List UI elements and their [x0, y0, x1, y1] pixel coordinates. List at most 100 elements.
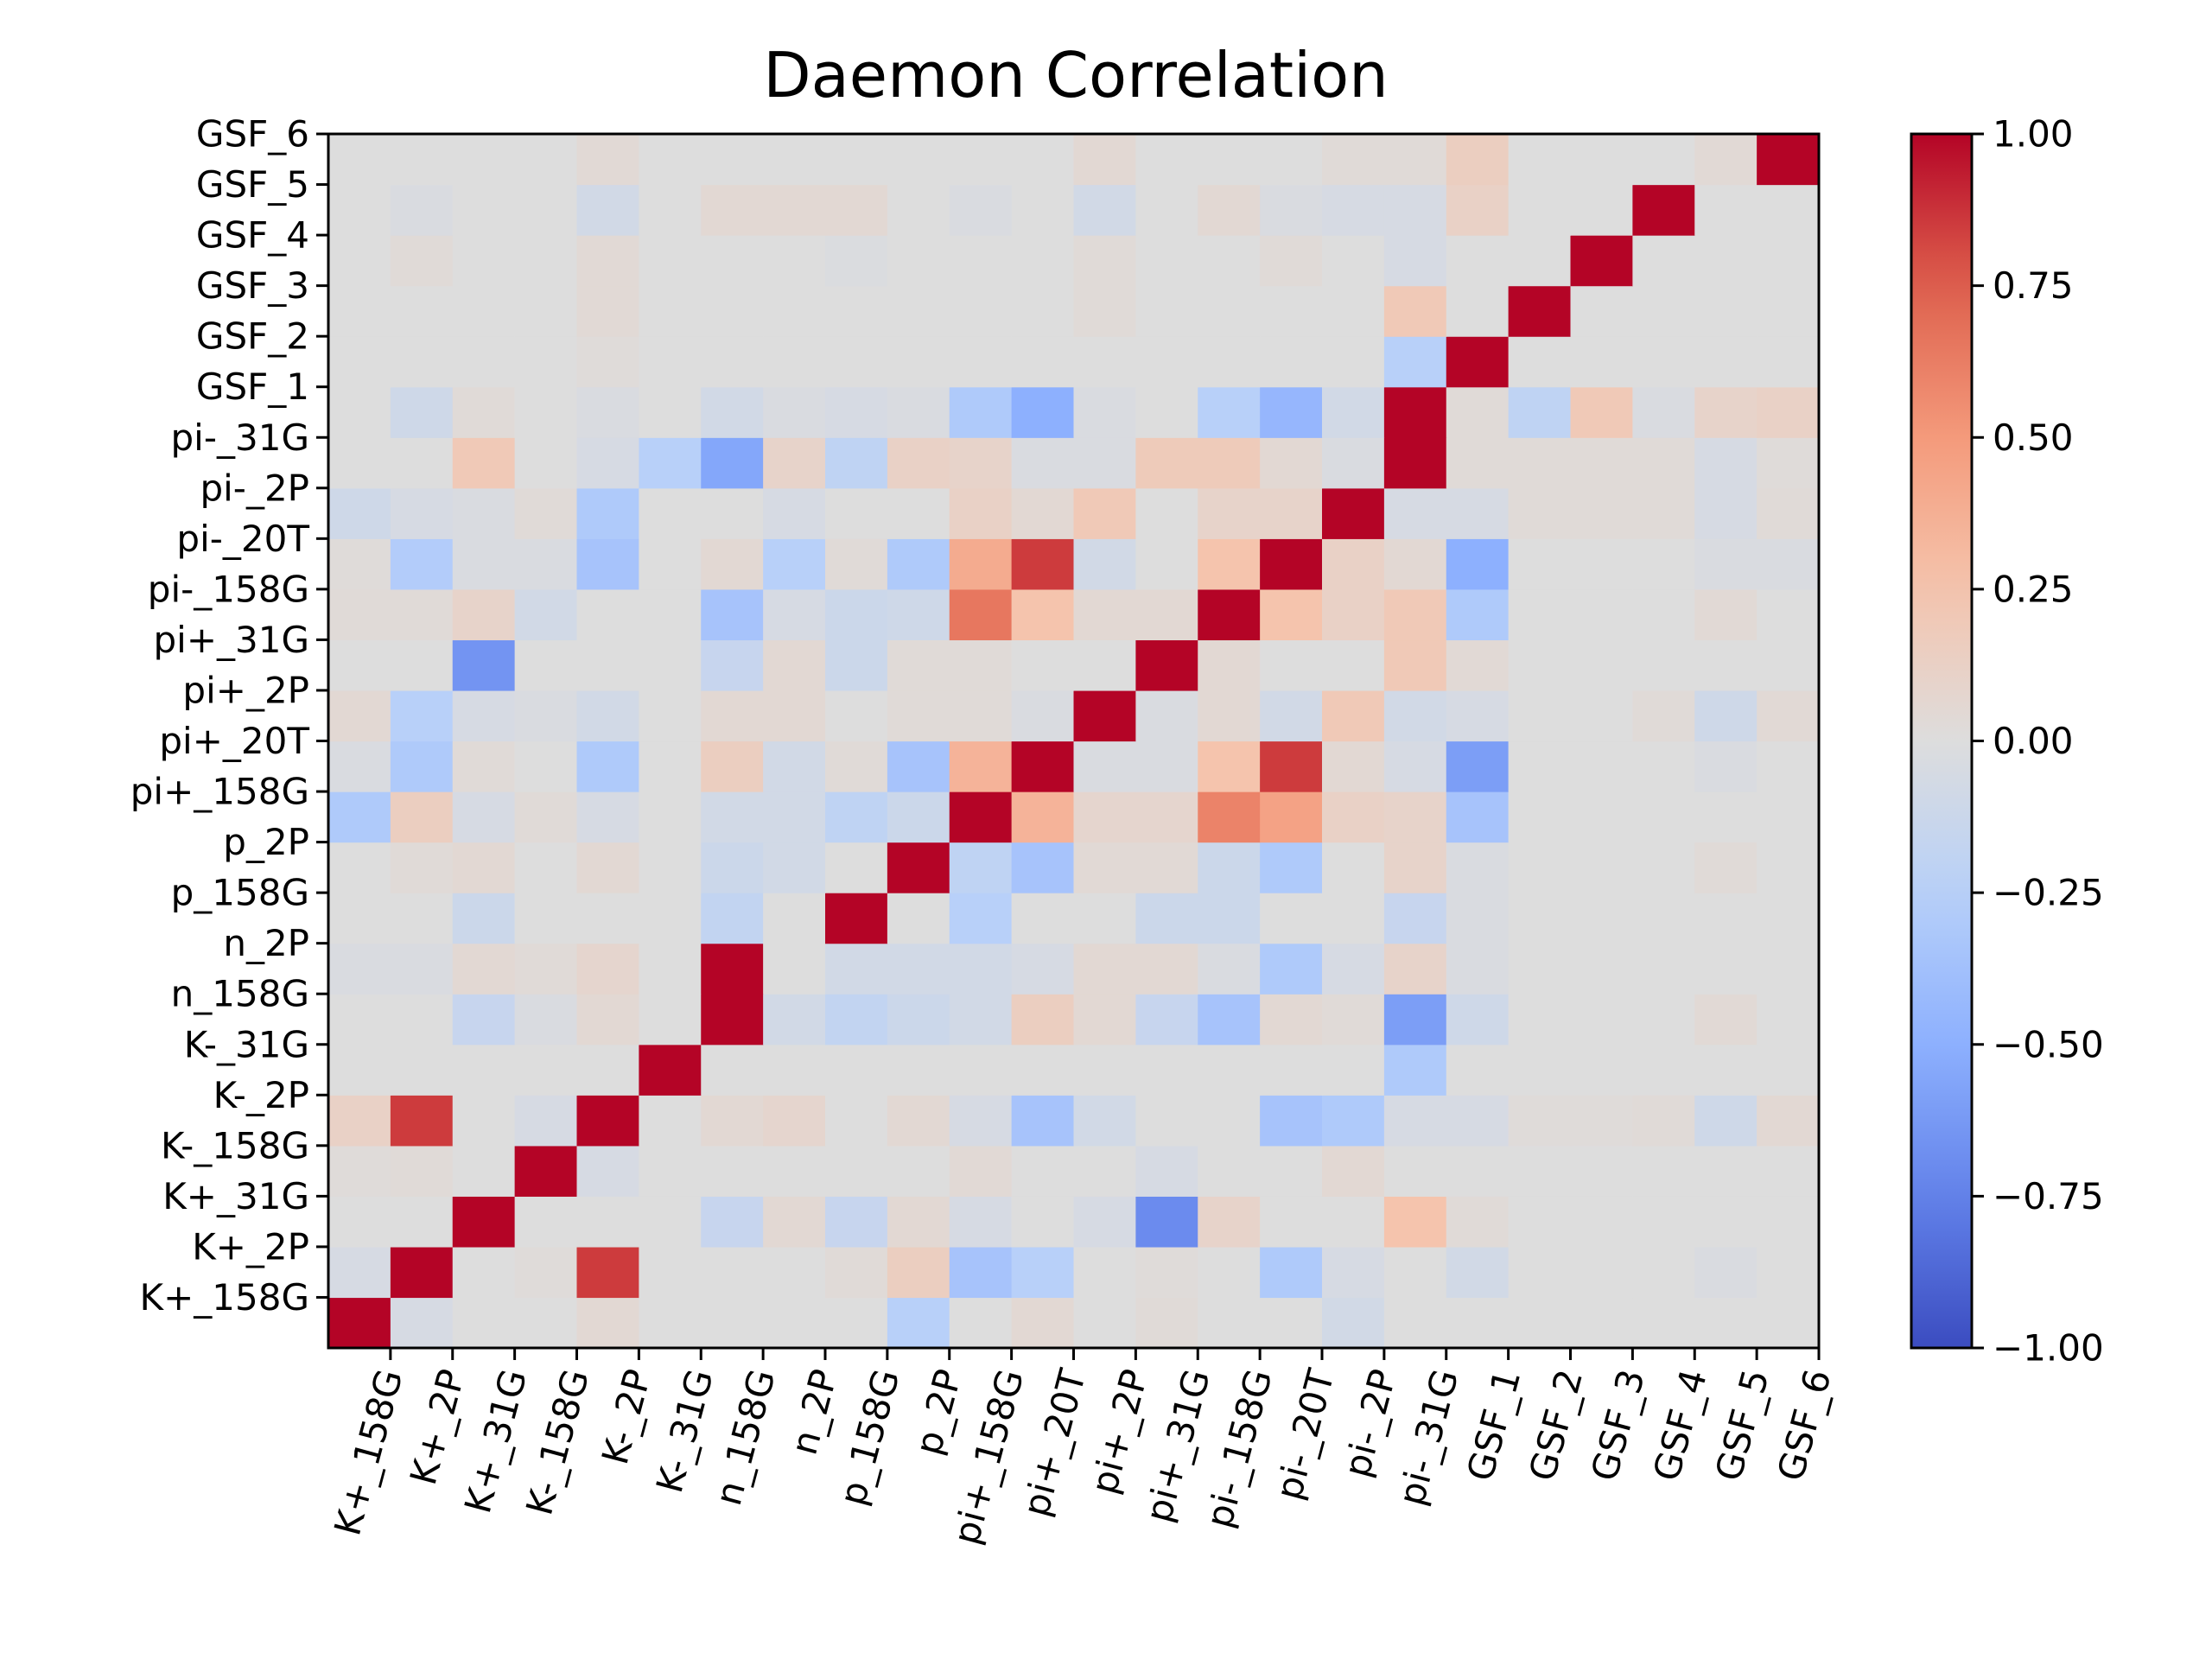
y-tick-label: pi+_20T	[159, 720, 309, 762]
heatmap-cell	[452, 943, 516, 995]
heatmap-cell	[1260, 1196, 1323, 1248]
heatmap-cell	[1198, 1297, 1261, 1349]
heatmap-cell	[514, 386, 578, 438]
heatmap-cell	[1135, 1145, 1198, 1197]
y-tick-label: K-_158G	[161, 1124, 309, 1166]
heatmap-cell	[1011, 741, 1075, 792]
heatmap-cell	[576, 1246, 639, 1299]
heatmap-cell	[328, 134, 391, 186]
heatmap-cell	[1694, 1246, 1758, 1299]
y-tick-label: n_158G	[171, 973, 309, 1015]
heatmap-cell	[514, 1145, 578, 1197]
heatmap-cell	[452, 791, 516, 843]
heatmap-cell	[576, 134, 639, 186]
heatmap-cell	[1383, 588, 1447, 641]
heatmap-cell	[1757, 1044, 1820, 1096]
heatmap-cell	[1570, 842, 1633, 893]
heatmap-cell	[949, 639, 1013, 691]
heatmap-cell	[639, 437, 702, 489]
heatmap-cell	[1446, 134, 1510, 186]
heatmap-cell	[1135, 842, 1198, 893]
heatmap-cell	[1570, 588, 1633, 641]
heatmap-cell	[1446, 1095, 1510, 1147]
heatmap-cell	[763, 1196, 826, 1248]
heatmap-cell	[1694, 285, 1758, 337]
heatmap-cell	[1446, 842, 1510, 893]
heatmap-cell	[576, 1044, 639, 1096]
heatmap-cell	[514, 842, 578, 893]
heatmap-cell	[825, 994, 888, 1046]
heatmap-cell	[887, 437, 950, 489]
heatmap-cell	[1570, 1297, 1633, 1349]
colorbar-tick-label: −0.50	[1993, 1023, 2104, 1065]
heatmap-cell	[1383, 336, 1447, 388]
heatmap-cell	[328, 842, 391, 893]
heatmap-cell	[1632, 285, 1695, 337]
y-tick-label: pi-_158G	[148, 568, 309, 610]
heatmap-cell	[1757, 538, 1820, 590]
heatmap-cell	[1694, 184, 1758, 236]
y-axis: K+_158G K+_2P K+_31G K-_158G K-_2P K-_31G n_15…	[130, 113, 328, 1319]
heatmap-cell	[1260, 1246, 1323, 1299]
heatmap-cell	[825, 1044, 888, 1096]
colorbar-tick-label: 1.00	[1993, 113, 2074, 156]
y-tick-label: K-_2P	[213, 1074, 309, 1116]
heatmap-cell	[1694, 437, 1758, 489]
heatmap-cell	[1694, 386, 1758, 438]
heatmap-cell	[1011, 1297, 1075, 1349]
heatmap-cell	[1198, 184, 1261, 236]
y-tick-label: GSF_3	[196, 264, 309, 307]
heatmap-cell	[1383, 538, 1447, 590]
heatmap-cell	[576, 1297, 639, 1349]
heatmap-cell	[514, 285, 578, 337]
heatmap-cell	[1570, 741, 1633, 792]
y-tick-label: pi+_158G	[130, 771, 309, 813]
heatmap-cell	[639, 1044, 702, 1096]
heatmap-cell	[1570, 538, 1633, 590]
heatmap-cell	[452, 893, 516, 944]
heatmap-cell	[1260, 386, 1323, 438]
heatmap-cell	[1632, 437, 1695, 489]
heatmap-cell	[452, 842, 516, 893]
heatmap-cell	[1570, 994, 1633, 1046]
heatmap-cell	[1508, 184, 1572, 236]
heatmap-cell	[576, 487, 639, 539]
heatmap-cell	[390, 639, 454, 691]
heatmap-cell	[1694, 235, 1758, 287]
heatmap-cell	[1322, 134, 1385, 186]
heatmap-cell	[390, 588, 454, 641]
heatmap-cell	[1508, 1297, 1572, 1349]
heatmap-cell	[1135, 893, 1198, 944]
heatmap-cell	[1073, 1044, 1136, 1096]
heatmap-cell	[949, 588, 1013, 641]
heatmap-cell	[1198, 741, 1261, 792]
heatmap-cell	[1011, 690, 1075, 742]
heatmap-cell	[1446, 1246, 1510, 1299]
heatmap-cell	[1322, 842, 1385, 893]
heatmap-cell	[1383, 386, 1447, 438]
heatmap-cell	[328, 386, 391, 438]
heatmap-cell	[701, 487, 764, 539]
heatmap-cell	[1260, 437, 1323, 489]
heatmap-cell	[1383, 1095, 1447, 1147]
heatmap-cell	[1198, 487, 1261, 539]
heatmap-cell	[1135, 487, 1198, 539]
heatmap-cell	[1508, 1145, 1572, 1197]
heatmap-cell	[514, 893, 578, 944]
heatmap-cell	[1694, 639, 1758, 691]
heatmap-cell	[452, 1145, 516, 1197]
heatmap-cell	[1570, 1246, 1633, 1299]
heatmap-cell	[1757, 285, 1820, 337]
heatmap-cell	[949, 1196, 1013, 1248]
heatmap-cell	[390, 134, 454, 186]
heatmap-cell	[1694, 994, 1758, 1046]
heatmap-cell	[1508, 994, 1572, 1046]
colorbar-tick-label: 0.50	[1993, 416, 2074, 459]
heatmap-cell	[1260, 741, 1323, 792]
heatmap-cell	[1757, 994, 1820, 1046]
heatmap-cell	[763, 386, 826, 438]
heatmap-cell	[639, 741, 702, 792]
heatmap-cell	[701, 134, 764, 186]
heatmap-cell	[1322, 184, 1385, 236]
heatmap-cell	[1570, 1196, 1633, 1248]
